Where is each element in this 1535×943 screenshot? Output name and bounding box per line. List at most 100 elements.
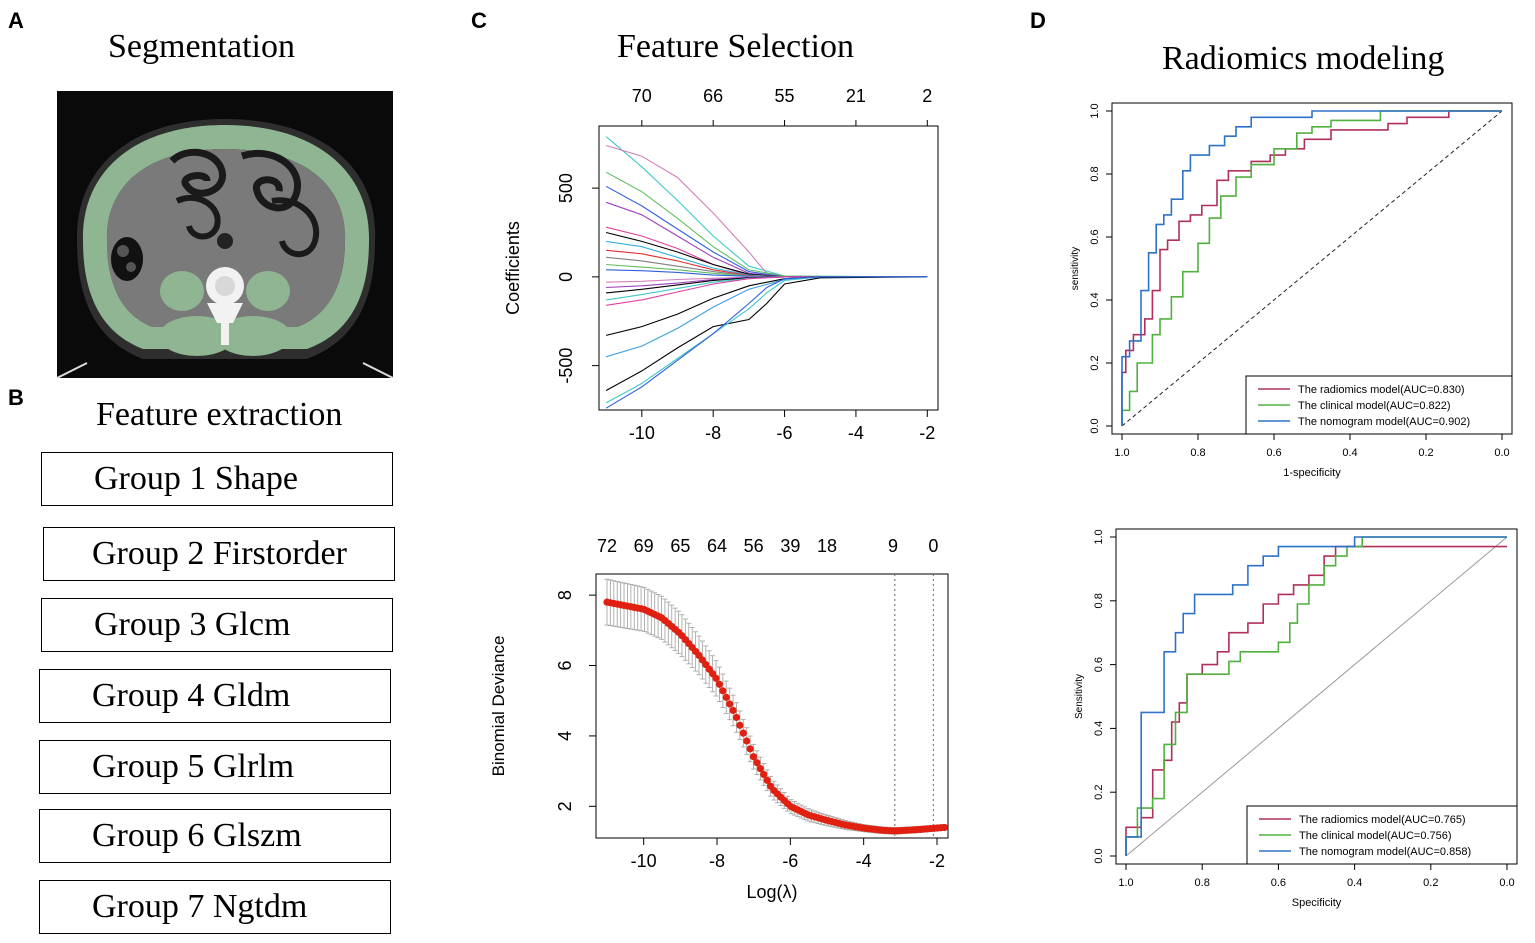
roc-validation-chart: 1.0 0.8 0.6 0.4 0.2 0.0 Specificity 0.0 0.2 0.4 0.… — [1074, 528, 1518, 909]
y-tick-label: 6 — [555, 661, 575, 671]
top-tick-label: 55 — [775, 86, 795, 106]
top-tick-label: 21 — [846, 86, 866, 106]
feature-extraction-title: Feature extraction — [96, 396, 343, 433]
y-tick-label: 500 — [556, 173, 576, 203]
coefficient-path-4 — [605, 185, 928, 278]
roc-training-chart: 1.0 0.8 0.6 0.4 0.2 0.0 1-specificity 0.0 0.2 0.4… — [1070, 102, 1513, 479]
coefficient-path-2 — [605, 144, 928, 278]
coefficient-path-3 — [605, 171, 928, 278]
deviance-point — [743, 737, 751, 745]
top-tick-label: 0 — [928, 536, 938, 556]
top-tick-label: 39 — [780, 536, 800, 556]
y-tick-label: 0.8 — [1093, 593, 1105, 608]
x-axis-label: Log(λ) — [746, 882, 797, 902]
top-tick-label: 70 — [632, 86, 652, 106]
top-tick-label: 72 — [597, 536, 617, 556]
top-tick-label: 18 — [817, 536, 837, 556]
x-tick-label: 0.6 — [1271, 877, 1286, 889]
y-tick-label: 0.0 — [1093, 848, 1105, 863]
lasso-deviance-chart: -10 -8 -6 -4 -2 Log(λ) 2 4 6 8 Binomial Deviance 72… — [489, 536, 949, 902]
group-7-box: Group 7 Ngtdm — [39, 880, 391, 934]
deviance-point — [715, 680, 724, 688]
group-2-box: Group 2 Firstorder — [43, 527, 395, 581]
y-tick-label: 2 — [555, 801, 575, 811]
y-axis-label: sensitivity — [1070, 247, 1081, 290]
y-tick-label: 0.0 — [1089, 418, 1101, 433]
y-tick-label: 0.4 — [1089, 292, 1101, 307]
deviance-point — [940, 823, 948, 832]
group-5-box: Group 5 Glrlm — [39, 740, 391, 794]
plot-frame — [595, 573, 949, 839]
lasso-coefficient-path-chart: -10 -8 -6 -4 -2 -500 0 500 Coefficients 70 66 55 21 2 — [503, 86, 939, 443]
y-tick-label: 4 — [555, 731, 575, 741]
top-tick-label: 64 — [707, 536, 727, 556]
deviance-point — [726, 700, 734, 708]
top-tick-label: 9 — [888, 536, 898, 556]
x-tick-label: -10 — [629, 423, 655, 443]
x-tick-label: 0.0 — [1499, 877, 1514, 889]
x-tick-label: -8 — [709, 851, 725, 871]
x-tick-label: -8 — [705, 423, 721, 443]
roc-curve-1 — [1121, 110, 1502, 426]
panel-letter-b: B — [8, 385, 24, 410]
plot-frame — [598, 125, 939, 411]
y-tick-label: 0.8 — [1089, 166, 1101, 181]
top-tick-label: 66 — [703, 86, 723, 106]
chance-diagonal — [1121, 110, 1503, 427]
deviance-point — [732, 713, 741, 722]
x-tick-label: 0.4 — [1347, 877, 1362, 889]
radiomics-modeling-title: Radiomics modeling — [1162, 40, 1445, 77]
group-3-box: Group 3 Glcm — [41, 598, 393, 652]
deviance-point — [729, 706, 737, 715]
coefficient-path-20 — [605, 276, 928, 391]
y-axis-label: Coefficients — [503, 221, 523, 315]
x-tick-label: -4 — [856, 851, 872, 871]
legend-label: The clinical model(AUC=0.822) — [1298, 400, 1451, 412]
deviance-point — [719, 687, 727, 695]
coefficient-path-6 — [605, 226, 928, 278]
roc-curve-3 — [1121, 110, 1502, 426]
y-tick-label: 0.2 — [1089, 355, 1101, 370]
x-tick-label: 0.2 — [1418, 447, 1433, 459]
coefficient-path-7 — [605, 231, 928, 278]
y-axis-label: Sensitivity — [1074, 674, 1085, 719]
deviance-point — [712, 674, 720, 682]
group-4-box: Group 4 Gldm — [39, 669, 391, 723]
x-tick-label: -6 — [782, 851, 798, 871]
chance-diagonal — [1125, 536, 1508, 857]
x-tick-label: -6 — [777, 423, 793, 443]
y-tick-label: 1.0 — [1093, 529, 1105, 544]
x-tick-label: 0.8 — [1195, 877, 1210, 889]
coefficient-path-17 — [606, 276, 928, 306]
coefficient-path-22 — [605, 276, 928, 409]
group-6-box: Group 6 Glszm — [39, 809, 391, 863]
x-tick-label: 1.0 — [1118, 877, 1133, 889]
top-tick-label: 65 — [670, 536, 690, 556]
legend-label: The nomogram model(AUC=0.858) — [1299, 846, 1471, 858]
y-tick-label: -500 — [556, 348, 576, 384]
top-tick-label: 69 — [634, 536, 654, 556]
x-axis-label: Specificity — [1292, 897, 1342, 909]
top-tick-label: 2 — [922, 86, 932, 106]
legend-box — [1246, 805, 1518, 865]
panel-letter-c: C — [471, 8, 487, 33]
panel-letter-a: A — [8, 8, 24, 33]
coefficient-path-19 — [605, 276, 928, 358]
segmentation-title: Segmentation — [108, 28, 295, 65]
coefficient-path-18 — [605, 276, 928, 336]
coefficient-path-21 — [605, 276, 928, 404]
x-tick-label: -2 — [929, 851, 945, 871]
legend-label: The radiomics model(AUC=0.765) — [1299, 814, 1466, 826]
x-tick-label: 0.0 — [1494, 447, 1509, 459]
x-tick-label: 0.6 — [1266, 447, 1281, 459]
roc-curve-2 — [1121, 110, 1502, 426]
legend-box — [1245, 375, 1513, 435]
top-tick-label: 56 — [744, 536, 764, 556]
y-tick-label: 0.6 — [1093, 657, 1105, 672]
legend-label: The radiomics model(AUC=0.830) — [1298, 384, 1465, 396]
x-tick-label: -10 — [631, 851, 657, 871]
deviance-point — [749, 753, 758, 761]
group-1-box: Group 1 Shape — [41, 452, 393, 506]
deviance-point — [736, 721, 744, 729]
deviance-point — [760, 770, 768, 779]
